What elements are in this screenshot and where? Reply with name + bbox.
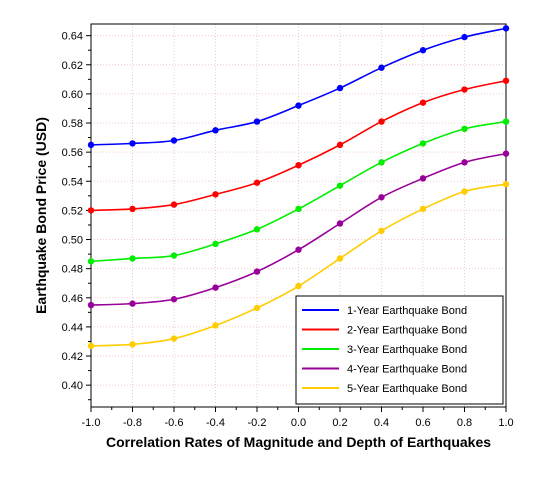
data-point (461, 188, 468, 195)
y-axis-title: Earthquake Bond Price (USD) (33, 117, 49, 314)
x-tick-label: -0.4 (206, 417, 225, 429)
data-point (253, 268, 261, 275)
y-tick-label: 0.44 (62, 322, 83, 334)
y-tick-label: 0.48 (62, 264, 83, 276)
data-point (419, 99, 427, 106)
data-point (170, 335, 178, 342)
y-tick-label: 0.56 (62, 147, 83, 159)
x-tick-label: -1.0 (82, 417, 101, 429)
data-point (419, 140, 427, 147)
x-tick-label: 0.0 (291, 417, 306, 429)
data-point (212, 240, 219, 248)
x-tick-label: 1.0 (498, 417, 513, 429)
data-point (170, 296, 178, 303)
axis-ticks: -1.0 -0.8 -0.6 -0.4 -0.2 0.0 0.2 0.4 0.6 0.8 1.0 0.… (62, 31, 514, 429)
y-tick-label: 0.60 (62, 89, 83, 101)
data-point (419, 47, 427, 54)
data-point (87, 301, 95, 309)
data-point (87, 207, 95, 214)
y-tick-label: 0.58 (62, 118, 83, 130)
data-point (461, 159, 468, 166)
data-point (253, 226, 261, 233)
data-point (212, 284, 219, 291)
series-group (87, 180, 510, 350)
data-point (336, 84, 344, 92)
data-point (378, 118, 385, 125)
data-point (253, 304, 261, 312)
x-tick-label: -0.6 (165, 417, 184, 429)
x-tick-label: 0.8 (457, 417, 472, 429)
legend-label: 5-Year Earthquake Bond (347, 383, 467, 395)
x-tick-label: -0.8 (123, 417, 142, 429)
legend-label: 2-Year Earthquake Bond (347, 325, 467, 337)
series-group (87, 150, 510, 309)
data-point (378, 64, 385, 71)
data-point (129, 300, 136, 307)
data-point (87, 342, 95, 350)
data-point (295, 246, 302, 253)
x-axis-title: Correlation Rates of Magnitude and Depth… (106, 434, 491, 450)
x-tick-label: 0.2 (332, 417, 347, 429)
y-tick-label: 0.40 (62, 380, 83, 392)
data-point (129, 341, 136, 348)
x-tick-label: -0.2 (248, 417, 267, 429)
data-point (336, 255, 344, 262)
data-point (253, 179, 261, 186)
legend-label: 1-Year Earthquake Bond (347, 305, 467, 317)
data-point (336, 220, 344, 227)
y-tick-label: 0.52 (62, 205, 83, 217)
series-group (87, 118, 510, 265)
data-series (87, 25, 510, 350)
y-tick-label: 0.50 (62, 235, 83, 247)
data-point (502, 150, 510, 157)
data-point (461, 86, 468, 93)
legend-label: 3-Year Earthquake Bond (347, 344, 467, 356)
data-point (461, 125, 468, 133)
data-point (502, 180, 510, 188)
x-tick-label: 0.4 (374, 417, 389, 429)
data-point (378, 227, 385, 234)
y-tick-label: 0.62 (62, 60, 83, 72)
y-tick-label: 0.64 (62, 31, 83, 43)
data-point (419, 175, 427, 182)
data-point (212, 322, 219, 329)
y-tick-label: 0.42 (62, 351, 83, 363)
data-point (87, 141, 95, 149)
data-point (129, 255, 136, 262)
data-point (212, 191, 219, 198)
data-point (295, 102, 302, 109)
data-point (378, 159, 385, 166)
data-point (170, 252, 178, 259)
series-group (87, 77, 510, 214)
data-point (87, 258, 95, 265)
data-point (170, 201, 178, 208)
legend-label: 4-Year Earthquake Bond (347, 364, 467, 376)
series-group (87, 25, 510, 149)
data-point (336, 182, 344, 189)
data-point (129, 205, 136, 213)
data-point (378, 194, 385, 201)
data-point (253, 118, 261, 125)
y-tick-label: 0.46 (62, 293, 83, 305)
data-point (502, 25, 510, 32)
data-point (336, 141, 344, 149)
data-point (419, 205, 427, 213)
data-point (295, 205, 302, 213)
data-point (170, 137, 178, 144)
data-point (212, 127, 219, 134)
data-point (461, 33, 468, 41)
legend: 1-Year Earthquake Bond 2-Year Earthquake … (295, 295, 504, 405)
y-tick-label: 0.54 (62, 176, 83, 188)
data-point (502, 118, 510, 125)
data-point (295, 162, 302, 169)
data-point (502, 77, 510, 84)
data-point (129, 140, 136, 147)
data-point (295, 282, 302, 290)
x-tick-label: 0.6 (415, 417, 430, 429)
